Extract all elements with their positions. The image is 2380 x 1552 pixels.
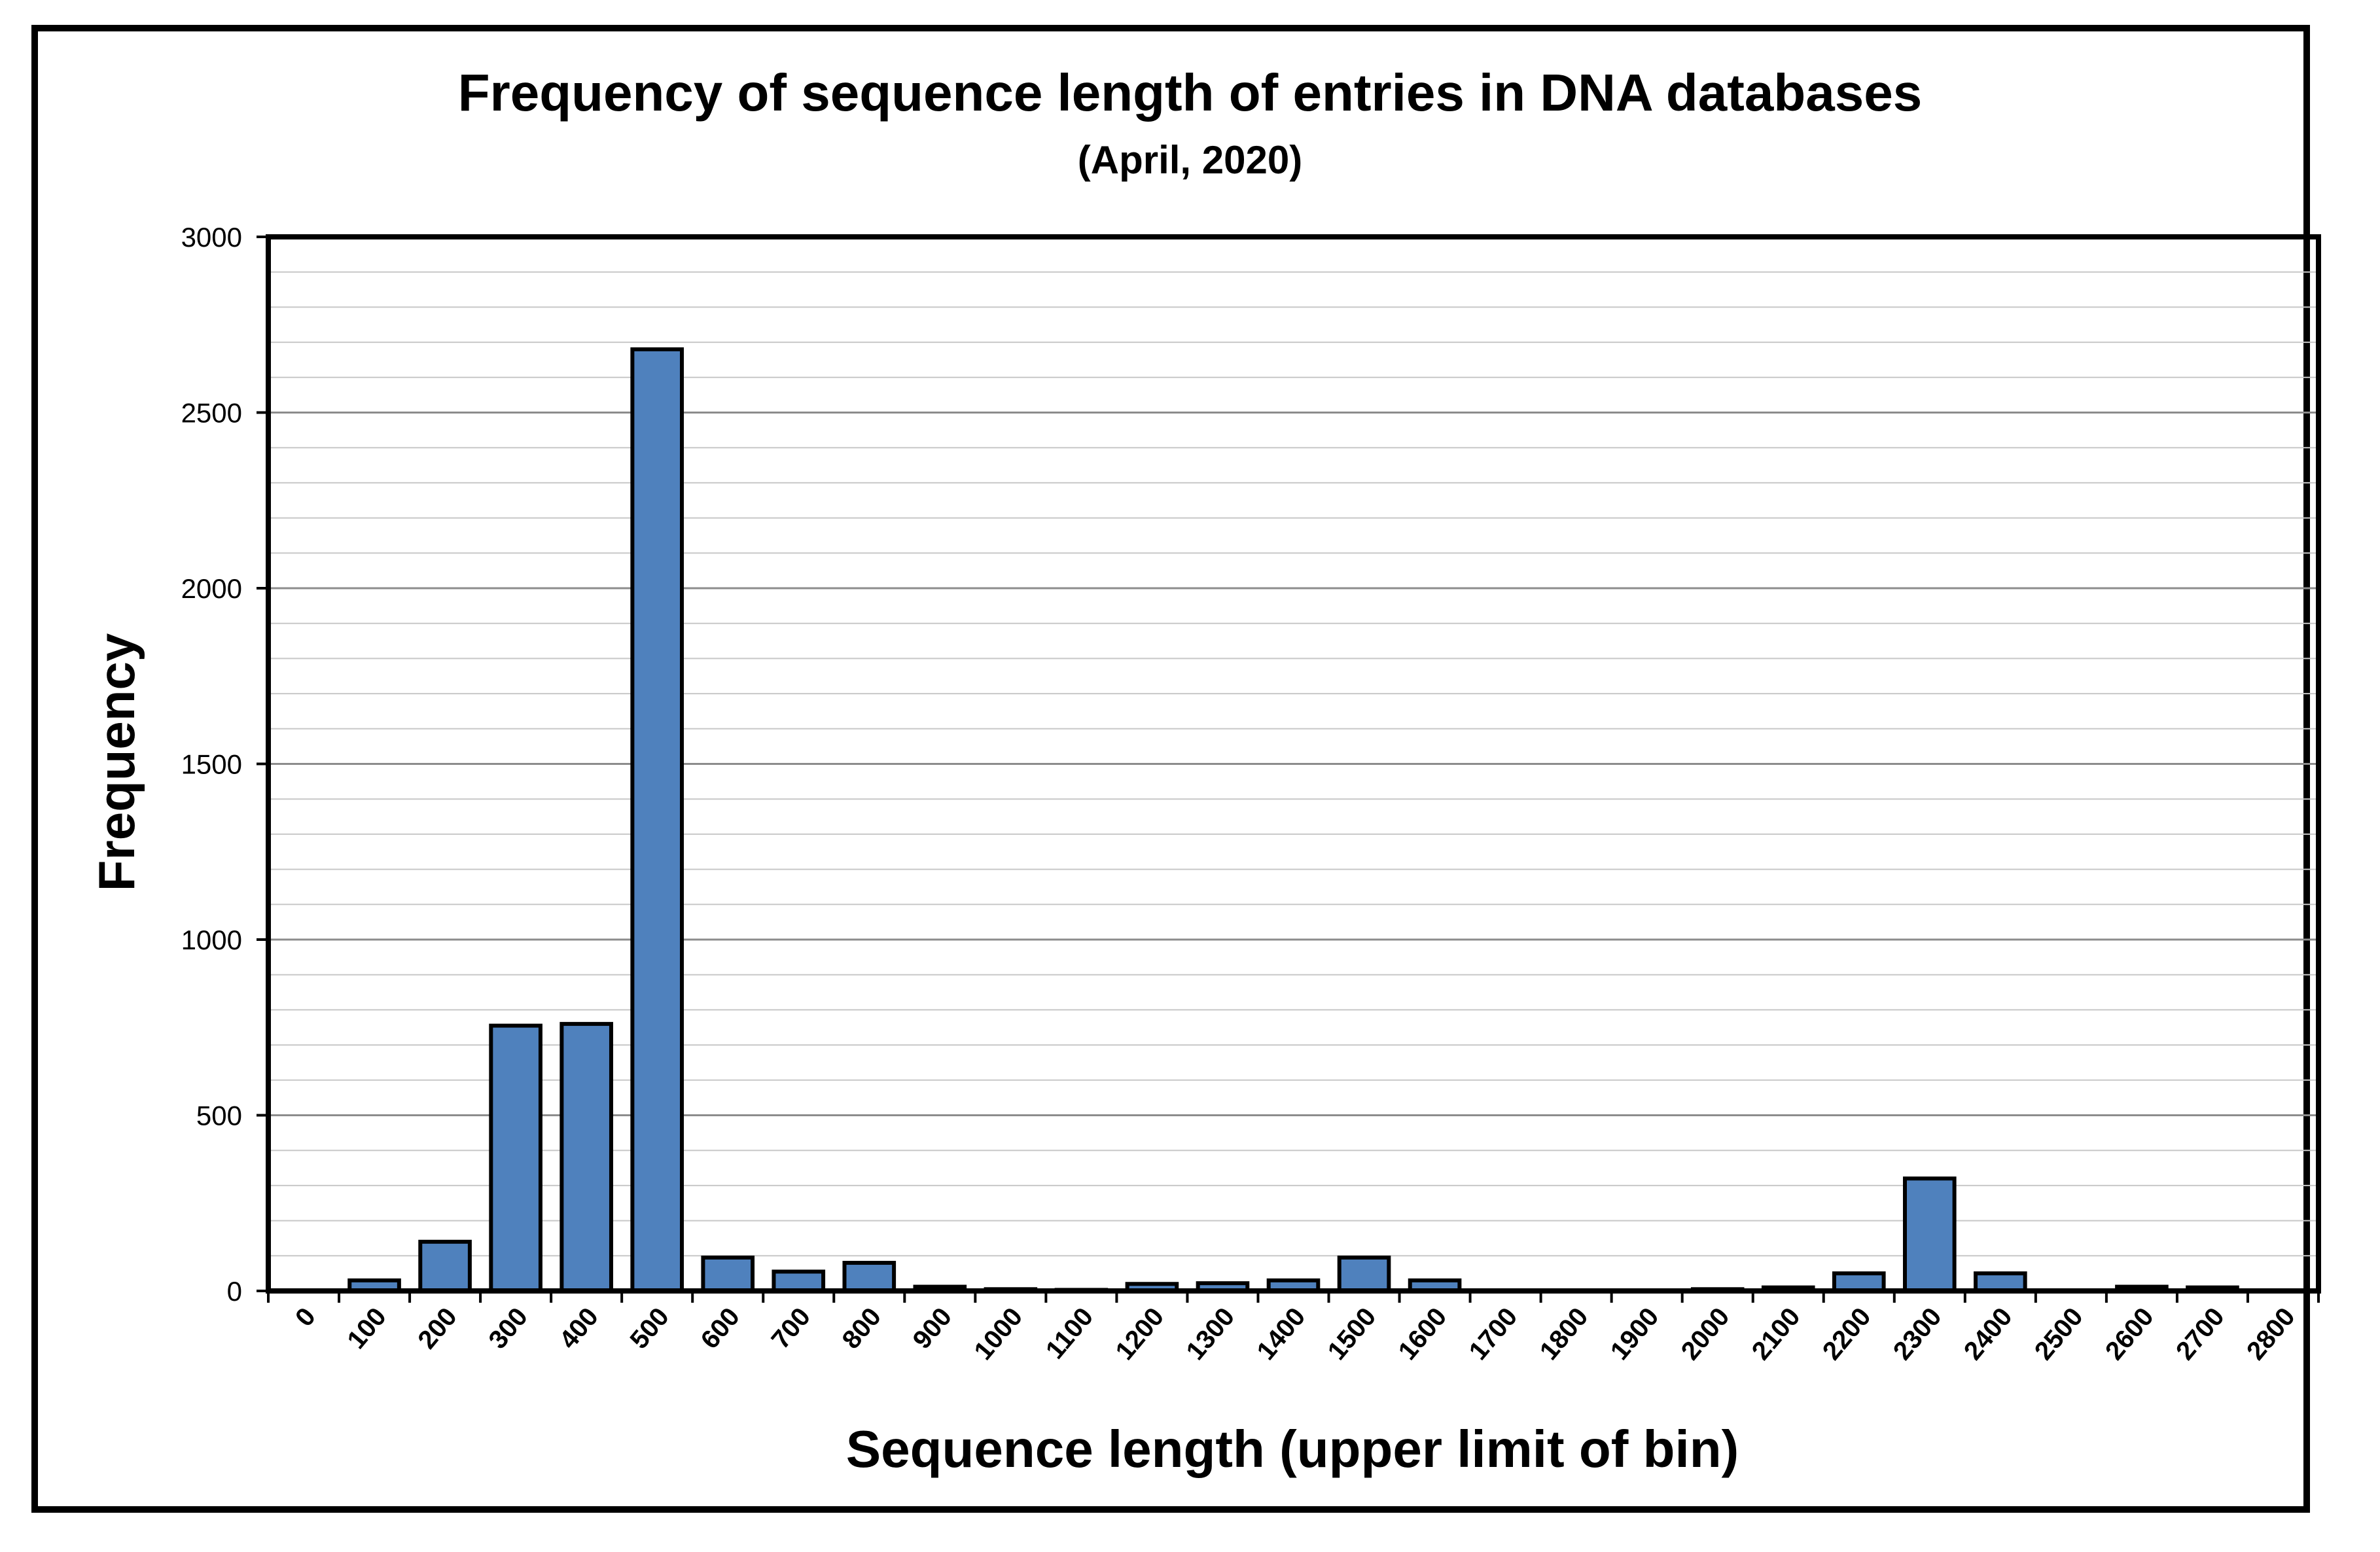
x-tick-label: 100 <box>342 1303 392 1354</box>
x-tick-label: 700 <box>766 1303 817 1354</box>
x-tick-label: 2800 <box>2241 1303 2301 1366</box>
x-tick-label: 300 <box>483 1303 533 1354</box>
x-tick-label: 2000 <box>1676 1303 1735 1366</box>
x-tick-label: 2700 <box>2171 1303 2230 1366</box>
y-tick-label: 3000 <box>181 222 242 253</box>
x-tick-label: 1300 <box>1181 1303 1240 1366</box>
bar-1500 <box>1337 1255 1391 1293</box>
x-tick-label: 2500 <box>2029 1303 2089 1366</box>
bar-700 <box>772 1269 826 1293</box>
x-axis-ticks: 0 100 200 300 400 500 600 700 800 900 1000 1100 1200… <box>267 1291 2320 1366</box>
bars <box>347 347 2239 1294</box>
x-tick-label: 400 <box>554 1303 604 1354</box>
x-tick-label: 1100 <box>1040 1303 1099 1365</box>
y-tick-label: 2500 <box>181 398 242 429</box>
bar-400 <box>559 1021 613 1293</box>
y-tick-label: 1500 <box>181 749 242 780</box>
x-tick-label: 2600 <box>2100 1303 2159 1366</box>
bar-2400 <box>1974 1271 2027 1294</box>
x-tick-label: 1700 <box>1464 1303 1523 1366</box>
x-tick-label: 1500 <box>1323 1303 1382 1366</box>
x-tick-label: 1900 <box>1605 1303 1665 1366</box>
bar-800 <box>842 1261 897 1294</box>
x-axis-label: Sequence length (upper limit of bin) <box>846 1420 1739 1478</box>
x-tick-label: 1000 <box>968 1303 1028 1366</box>
y-tick-label: 1000 <box>181 925 242 955</box>
bar-600 <box>701 1255 755 1293</box>
x-tick-label: 2400 <box>1959 1303 2018 1366</box>
bar-200 <box>418 1239 472 1293</box>
chart-title: Frequency of sequence length of entries … <box>457 63 1923 122</box>
x-tick-label: 500 <box>624 1303 675 1354</box>
y-tick-label: 500 <box>196 1101 242 1131</box>
x-tick-label: 2300 <box>1888 1303 1947 1366</box>
x-tick-label: 900 <box>908 1303 958 1354</box>
x-tick-label: 1400 <box>1251 1303 1311 1366</box>
x-tick-label: 600 <box>696 1303 746 1354</box>
y-tick-label: 2000 <box>181 573 242 604</box>
chart-subtitle: (April, 2020) <box>1077 138 1303 182</box>
x-tick-label: 800 <box>837 1303 887 1354</box>
x-tick-label: 1600 <box>1393 1303 1453 1366</box>
y-axis-ticks: 0 500 1000 1500 2000 2500 3000 <box>181 222 268 1307</box>
bar-300 <box>489 1023 542 1293</box>
bar-2200 <box>1832 1271 1886 1294</box>
x-tick-label: 2100 <box>1747 1303 1806 1366</box>
y-tick-label: 0 <box>227 1276 242 1307</box>
bar-500 <box>630 347 684 1294</box>
bar-2300 <box>1902 1176 1957 1294</box>
x-tick-label: 2200 <box>1817 1303 1877 1366</box>
x-tick-label: 1800 <box>1535 1303 1594 1366</box>
x-tick-label: 200 <box>412 1303 463 1354</box>
x-tick-label: 0 <box>290 1303 321 1332</box>
x-tick-label: 1200 <box>1110 1303 1169 1366</box>
y-axis-label: Frequency <box>88 633 145 891</box>
